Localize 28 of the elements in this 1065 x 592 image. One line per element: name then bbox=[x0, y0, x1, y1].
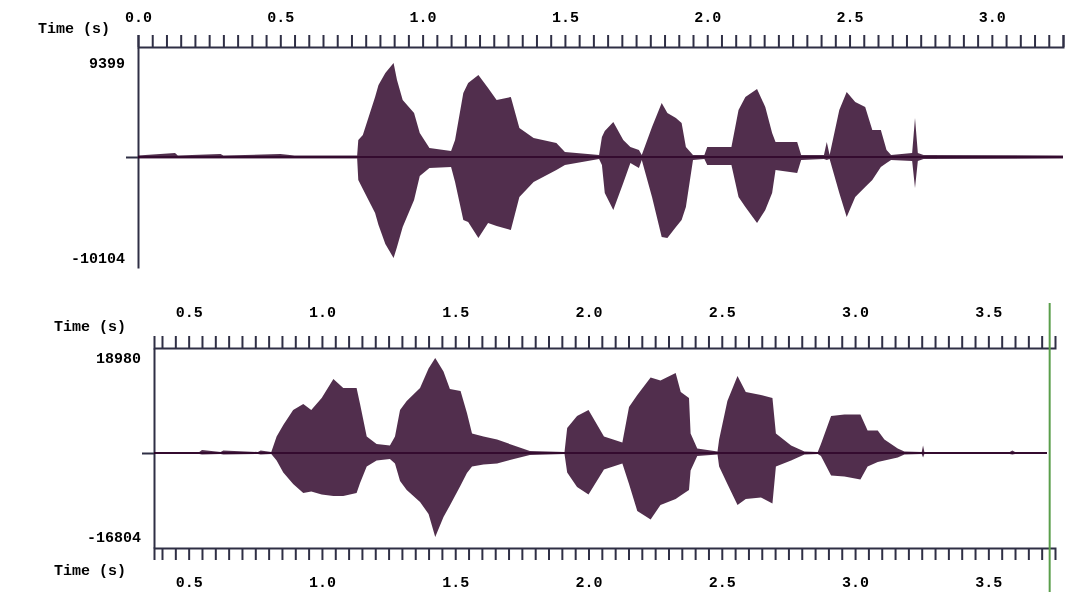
x-tick-label: 0.0 bbox=[124, 10, 153, 27]
x-tick-label: 0.5 bbox=[267, 10, 295, 27]
x-tick-label: 2.5 bbox=[708, 575, 736, 592]
y-tick-label: 18980 bbox=[95, 351, 141, 369]
x2-tick-label: 2.0 bbox=[575, 305, 603, 322]
x2-tick-label: 0.5 bbox=[175, 305, 203, 322]
x-tick-label: 3.0 bbox=[842, 575, 870, 592]
x-tick-label: 1.5 bbox=[442, 575, 470, 592]
x-tick-label: 1.0 bbox=[308, 575, 336, 592]
x2-tick-label: 2.5 bbox=[708, 305, 736, 322]
x2-tick-label: 3.5 bbox=[975, 305, 1003, 322]
y-tick-label: -16804 bbox=[86, 530, 141, 548]
x-axis-title: Time (s) bbox=[37, 20, 110, 38]
x-tick-label: 1.5 bbox=[551, 10, 579, 27]
x2-tick-label: 3.0 bbox=[842, 305, 870, 322]
x-tick-label: 2.0 bbox=[575, 575, 603, 592]
x-tick-label: 2.5 bbox=[836, 10, 864, 27]
x-tick-label: 3.0 bbox=[978, 10, 1006, 27]
x2-tick-label: 1.0 bbox=[308, 305, 336, 322]
y-tick-label: -10104 bbox=[70, 251, 125, 269]
y-tick-label: 9399 bbox=[88, 56, 125, 74]
x-tick-label: 1.0 bbox=[409, 10, 437, 27]
x2-tick-label: 1.5 bbox=[442, 305, 470, 322]
x-tick-label: 0.5 bbox=[175, 575, 203, 592]
x-axis-title: Time (s) bbox=[53, 563, 126, 580]
x-tick-label: 3.5 bbox=[975, 575, 1003, 592]
x2-axis-title: Time (s) bbox=[53, 318, 126, 336]
x-tick-label: 2.0 bbox=[694, 10, 722, 27]
